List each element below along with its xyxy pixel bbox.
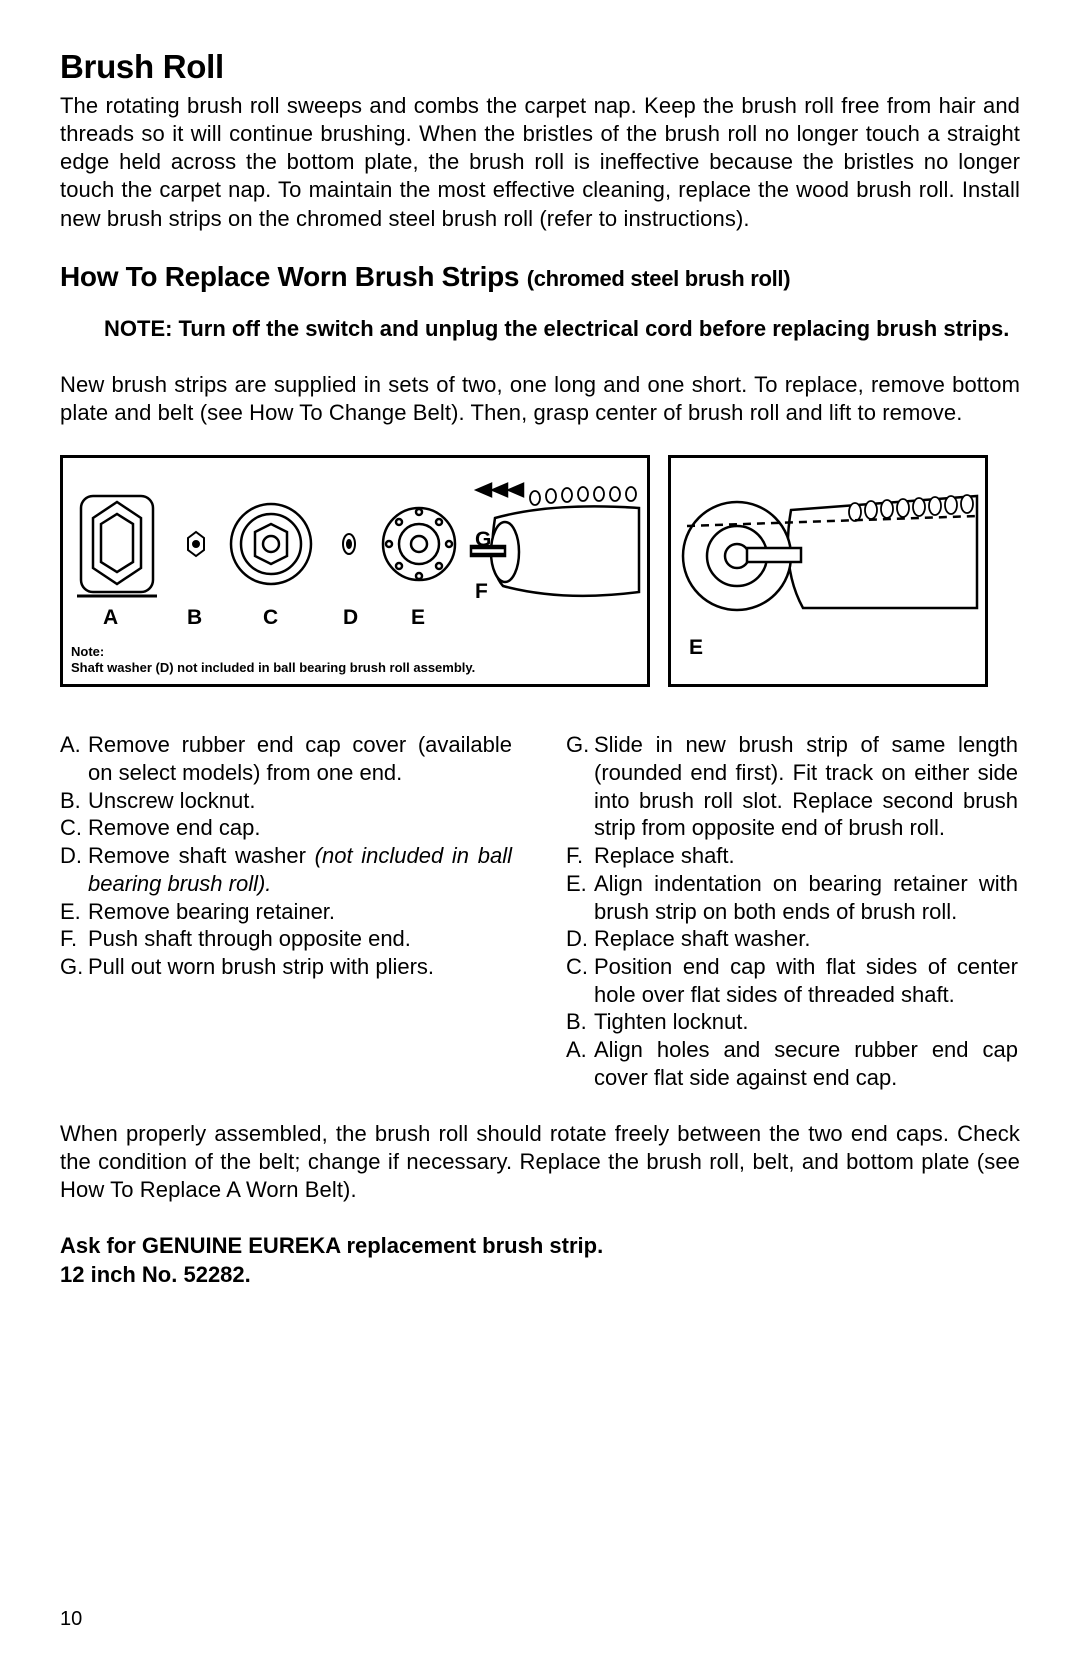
heading-replace-strips: How To Replace Worn Brush Strips (chrome… — [60, 261, 1020, 293]
step-text: Push shaft through opposite end. — [88, 925, 512, 953]
bearing-alignment-icon — [671, 458, 985, 684]
label-g: G — [475, 528, 491, 552]
instruction-step: B.Tighten locknut. — [566, 1008, 1018, 1036]
step-letter: B. — [566, 1008, 594, 1036]
figure-left: A B C D E F G Note: Shaft washer (D) not… — [60, 455, 650, 687]
step-text: Remove rubber end cap cover (available o… — [88, 731, 512, 786]
instruction-step: C.Position end cap with flat sides of ce… — [566, 953, 1018, 1008]
label-a: A — [103, 606, 118, 630]
step-letter: C. — [60, 814, 88, 842]
heading2-main: How To Replace Worn Brush Strips — [60, 261, 527, 292]
step-text: Slide in new brush strip of same length … — [594, 731, 1018, 842]
page-number: 10 — [60, 1608, 82, 1631]
step-letter: E. — [566, 870, 594, 925]
safety-note: NOTE: Turn off the switch and unplug the… — [104, 315, 1020, 343]
step-text: Align indentation on bearing retainer wi… — [594, 870, 1018, 925]
part-line1: Ask for GENUINE EUREKA replacement brush… — [60, 1232, 1020, 1261]
instruction-step: B.Unscrew locknut. — [60, 787, 512, 815]
instruction-step: A.Remove rubber end cap cover (available… — [60, 731, 512, 786]
label-e-right: E — [689, 636, 703, 660]
step-letter: A. — [566, 1036, 594, 1091]
reassembly-steps: G.Slide in new brush strip of same lengt… — [566, 731, 1018, 1091]
instruction-step: D.Replace shaft washer. — [566, 925, 1018, 953]
step-letter: F. — [60, 925, 88, 953]
instruction-paragraph: New brush strips are supplied in sets of… — [60, 371, 1020, 427]
step-letter: A. — [60, 731, 88, 786]
label-c: C — [263, 606, 278, 630]
label-e: E — [411, 606, 425, 630]
steps-columns: A.Remove rubber end cap cover (available… — [60, 731, 1020, 1091]
label-d: D — [343, 606, 358, 630]
step-letter: D. — [60, 842, 88, 897]
disassembly-steps: A.Remove rubber end cap cover (available… — [60, 731, 512, 1091]
step-text: Remove bearing retainer. — [88, 898, 512, 926]
figure-row: A B C D E F G Note: Shaft washer (D) not… — [60, 455, 1020, 687]
instruction-step: E.Remove bearing retainer. — [60, 898, 512, 926]
figure-note-text: Shaft washer (D) not included in ball be… — [71, 660, 475, 676]
part-reference: Ask for GENUINE EUREKA replacement brush… — [60, 1232, 1020, 1289]
step-text: Remove shaft washer (not included in bal… — [88, 842, 512, 897]
heading2-sub: (chromed steel brush roll) — [527, 266, 791, 291]
step-letter: F. — [566, 842, 594, 870]
figure-note: Note: Shaft washer (D) not included in b… — [71, 644, 475, 677]
instruction-step: F.Replace shaft. — [566, 842, 1018, 870]
figure-right: E — [668, 455, 988, 687]
figure-note-title: Note: — [71, 644, 475, 660]
heading-brush-roll: Brush Roll — [60, 48, 1020, 86]
instruction-step: G.Slide in new brush strip of same lengt… — [566, 731, 1018, 842]
label-b: B — [187, 606, 202, 630]
label-f: F — [475, 580, 488, 604]
step-letter: G. — [566, 731, 594, 842]
instruction-step: F.Push shaft through opposite end. — [60, 925, 512, 953]
instruction-step: D.Remove shaft washer (not included in b… — [60, 842, 512, 897]
step-letter: G. — [60, 953, 88, 981]
step-letter: D. — [566, 925, 594, 953]
step-italic: (not included in ball bearing brush roll… — [88, 843, 512, 896]
part-line2: 12 inch No. 52282. — [60, 1261, 1020, 1290]
instruction-step: G.Pull out worn brush strip with pliers. — [60, 953, 512, 981]
instruction-step: E.Align indentation on bearing retainer … — [566, 870, 1018, 925]
step-text: Unscrew locknut. — [88, 787, 512, 815]
step-text: Pull out worn brush strip with pliers. — [88, 953, 512, 981]
step-letter: C. — [566, 953, 594, 1008]
step-text: Align holes and secure rubber end cap co… — [594, 1036, 1018, 1091]
step-letter: E. — [60, 898, 88, 926]
step-letter: B. — [60, 787, 88, 815]
instruction-step: C.Remove end cap. — [60, 814, 512, 842]
step-text: Position end cap with flat sides of cent… — [594, 953, 1018, 1008]
closing-paragraph: When properly assembled, the brush roll … — [60, 1120, 1020, 1204]
intro-paragraph: The rotating brush roll sweeps and combs… — [60, 92, 1020, 233]
step-text: Remove end cap. — [88, 814, 512, 842]
step-text: Replace shaft. — [594, 842, 1018, 870]
instruction-step: A.Align holes and secure rubber end cap … — [566, 1036, 1018, 1091]
step-text: Replace shaft washer. — [594, 925, 1018, 953]
step-text: Tighten locknut. — [594, 1008, 1018, 1036]
